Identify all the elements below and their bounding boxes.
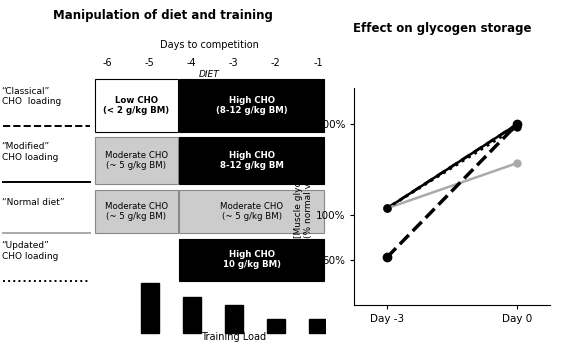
Bar: [267, 319, 285, 333]
Text: Days to competition: Days to competition: [160, 40, 259, 50]
Text: Manipulation of diet and training: Manipulation of diet and training: [53, 9, 273, 22]
Text: Moderate CHO
(~ 5 g/kg BM): Moderate CHO (~ 5 g/kg BM): [221, 202, 284, 221]
Text: Moderate CHO
(~ 5 g/kg BM): Moderate CHO (~ 5 g/kg BM): [104, 151, 168, 170]
Bar: [141, 283, 159, 333]
Bar: [225, 305, 243, 333]
Text: -1: -1: [313, 58, 323, 68]
Text: Effect on glycogen storage: Effect on glycogen storage: [353, 22, 531, 35]
Text: Low CHO
(< 2 g/kg BM): Low CHO (< 2 g/kg BM): [103, 95, 169, 115]
Bar: [309, 319, 327, 333]
Bar: [179, 79, 324, 132]
Text: “Modified”
CHO loading: “Modified” CHO loading: [2, 142, 58, 161]
Text: Moderate CHO
(~ 5 g/kg BM): Moderate CHO (~ 5 g/kg BM): [104, 202, 168, 221]
Bar: [183, 297, 201, 333]
Text: -4: -4: [187, 58, 197, 68]
Text: “Normal diet”: “Normal diet”: [2, 198, 64, 207]
Text: Training Load: Training Load: [201, 332, 266, 342]
Bar: [95, 137, 177, 184]
Bar: [179, 190, 324, 233]
Bar: [179, 239, 324, 281]
Text: -5: -5: [145, 58, 155, 68]
Bar: [179, 137, 324, 184]
Bar: [95, 190, 177, 233]
Text: DIET: DIET: [199, 70, 220, 79]
Text: -6: -6: [103, 58, 112, 68]
Text: High CHO
(8-12 g/kg BM): High CHO (8-12 g/kg BM): [216, 95, 287, 115]
Text: “Classical”
CHO  loading: “Classical” CHO loading: [2, 87, 61, 106]
Text: High CHO
8-12 g/kg BM: High CHO 8-12 g/kg BM: [220, 151, 284, 170]
Bar: [95, 79, 177, 132]
Text: “Updated”
CHO loading: “Updated” CHO loading: [2, 241, 58, 261]
Text: High CHO
10 g/kg BM): High CHO 10 g/kg BM): [223, 250, 281, 270]
Text: -3: -3: [229, 58, 239, 68]
Text: -2: -2: [271, 58, 281, 68]
Y-axis label: [Muscle glycogen]
(% normal values): [Muscle glycogen] (% normal values): [294, 155, 313, 238]
